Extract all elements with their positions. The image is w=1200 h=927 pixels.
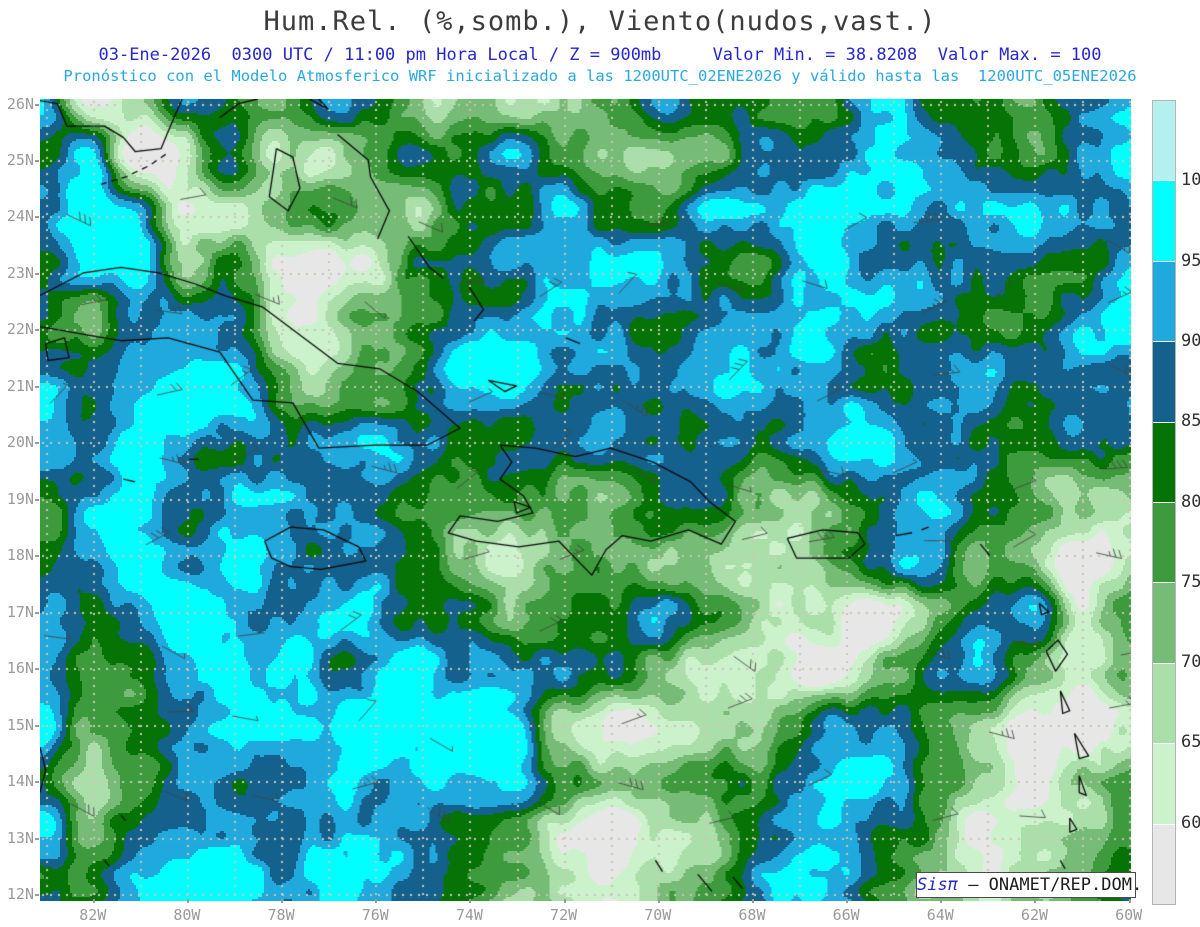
lon-tick-mark [940,899,943,903]
page-title: Hum.Rel. (%,somb.), Viento(nudos,vast.) [263,6,937,37]
lon-tick-mark [375,899,378,903]
colorbar-segment [1153,421,1175,503]
lon-tick-mark [846,899,849,903]
colorbar-tick-label: 65 [1181,732,1200,753]
lat-tick-label: 15N [6,715,34,734]
lat-tick-mark [35,272,39,275]
lat-tick-mark [35,781,39,784]
colorbar-segment [1153,101,1175,181]
lon-tick-mark [186,899,189,903]
colorbar-tick-label: 95 [1181,250,1200,271]
lon-tick-label: 78W [267,906,295,924]
lon-tick-label: 60W [1115,906,1143,924]
lon-tick-label: 80W [173,906,201,924]
colorbar-segment [1153,743,1175,824]
colorbar-tick-label: 80 [1181,491,1200,512]
colorbar-tick-label: 75 [1181,571,1200,592]
lon-tick-label: 74W [455,906,483,924]
sispi-logo-text: Sisπ [917,875,958,895]
colorbar-tick-label: 85 [1181,411,1200,432]
lat-tick-mark [35,103,39,106]
lon-tick-label: 68W [738,906,766,924]
colorbar-segment [1153,823,1175,905]
lon-tick-mark [281,899,284,903]
lon-tick-mark [657,899,660,903]
model-init-line: Pronóstico con el Modelo Atmosferico WRF… [63,67,1137,85]
colorbar-tick-label: 70 [1181,652,1200,673]
lat-tick-mark [35,837,39,840]
valid-time-line: 03-Ene-2026 0300 UTC / 11:00 pm Hora Loc… [98,45,1102,65]
lon-tick-label: 66W [832,906,860,924]
lon-tick-mark [1128,899,1131,903]
lat-tick-label: 23N [6,263,34,282]
lat-tick-label: 20N [6,433,34,452]
onamet-credit-text: – ONAMET/REP.DOM. [957,875,1143,895]
lat-tick-mark [35,724,39,727]
lat-tick-mark [35,216,39,219]
lon-tick-mark [751,899,754,903]
lat-tick-label: 26N [6,94,34,113]
sispi-onamet-badge: Sisπ – ONAMET/REP.DOM. [916,872,1142,898]
lon-tick-mark [1034,899,1037,903]
colorbar-tick-label: 100 [1181,170,1200,191]
lat-tick-label: 14N [6,772,34,791]
lat-tick-mark [35,894,39,897]
lat-tick-label: 13N [6,828,34,847]
lat-tick-mark [35,159,39,162]
map-plot-area [40,99,1131,901]
colorbar-segment [1153,260,1175,342]
lat-tick-mark [35,498,39,501]
colorbar-segment [1153,180,1175,261]
lon-tick-label: 76W [361,906,389,924]
lat-tick-label: 21N [6,376,34,395]
colorbar-segment [1153,582,1175,663]
colorbar-segment [1153,341,1175,422]
colorbar-segment [1153,502,1175,583]
lon-tick-label: 72W [550,906,578,924]
lat-tick-mark [35,329,39,332]
lon-tick-label: 82W [79,906,107,924]
lat-tick-label: 16N [6,659,34,678]
humidity-colorbar [1152,100,1176,905]
lat-tick-label: 18N [6,546,34,565]
lat-tick-mark [35,442,39,445]
lat-tick-label: 17N [6,602,34,621]
lat-tick-label: 12N [6,885,34,904]
lat-tick-mark [35,668,39,671]
lat-tick-mark [35,611,39,614]
lon-tick-label: 62W [1020,906,1049,924]
lon-tick-mark [563,899,566,903]
colorbar-tick-label: 60 [1181,812,1200,833]
lat-tick-label: 19N [6,489,34,508]
lat-tick-label: 25N [6,150,34,169]
colorbar-segment [1153,662,1175,744]
lat-tick-mark [35,385,39,388]
lon-tick-label: 64W [926,906,954,924]
lon-tick-label: 70W [644,906,672,924]
lon-tick-mark [92,899,95,903]
lon-tick-mark [469,899,472,903]
colorbar-tick-label: 90 [1181,330,1200,351]
lat-tick-label: 24N [6,207,34,226]
coastline-windbarb-overlay [40,99,1131,901]
lat-tick-mark [35,555,39,558]
lat-tick-label: 22N [6,320,34,339]
